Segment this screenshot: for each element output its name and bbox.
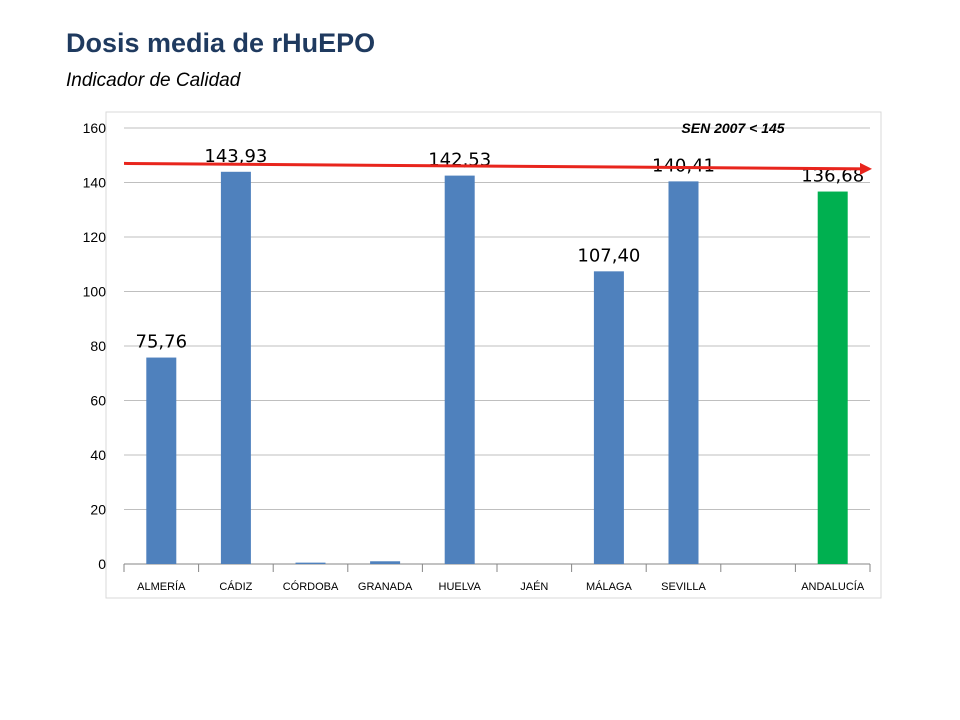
x-category-label: HUELVA: [439, 581, 482, 593]
bar: [295, 562, 326, 564]
x-category-label: MÁLAGA: [586, 580, 633, 593]
bar: [817, 191, 848, 564]
bar: [146, 357, 177, 564]
chart-frame: [105, 111, 882, 599]
bar: [370, 561, 401, 564]
x-category-label: GRANADA: [358, 581, 413, 593]
chart-title: Dosis media de rHuEPO: [66, 28, 376, 58]
y-tick-label: 20: [90, 502, 106, 518]
y-tick-label: 40: [90, 447, 106, 463]
reference-line: [123, 161, 867, 171]
y-tick-label: 100: [83, 284, 107, 300]
x-category-label: JAÉN: [520, 580, 548, 593]
bar: [220, 171, 251, 564]
data-label: 75,76: [136, 332, 188, 353]
x-category-label: CÁDIZ: [219, 580, 252, 593]
x-category-label: SEVILLA: [661, 581, 706, 593]
data-label: 143,93: [204, 146, 267, 167]
bar: [444, 175, 475, 564]
y-tick-label: 120: [83, 229, 107, 245]
data-label: 140,41: [652, 155, 715, 176]
data-label: 136,68: [801, 166, 864, 187]
y-tick-label: 80: [90, 338, 106, 354]
x-category-label: ANDALUCÍA: [801, 580, 865, 593]
reference-arrow-icon: [860, 162, 872, 175]
data-label: 107,40: [577, 245, 640, 266]
y-tick-label: 60: [90, 393, 106, 409]
bar: [668, 181, 699, 564]
chart-subtitle: Indicador de Calidad: [66, 70, 241, 91]
reference-annotation: SEN 2007 < 145: [681, 120, 784, 136]
x-category-label: CÓRDOBA: [283, 580, 339, 593]
bar: [593, 271, 624, 564]
y-tick-label: 0: [98, 556, 106, 572]
y-tick-label: 160: [83, 120, 107, 136]
x-category-label: ALMERÍA: [137, 580, 186, 593]
y-tick-label: 140: [83, 175, 107, 191]
